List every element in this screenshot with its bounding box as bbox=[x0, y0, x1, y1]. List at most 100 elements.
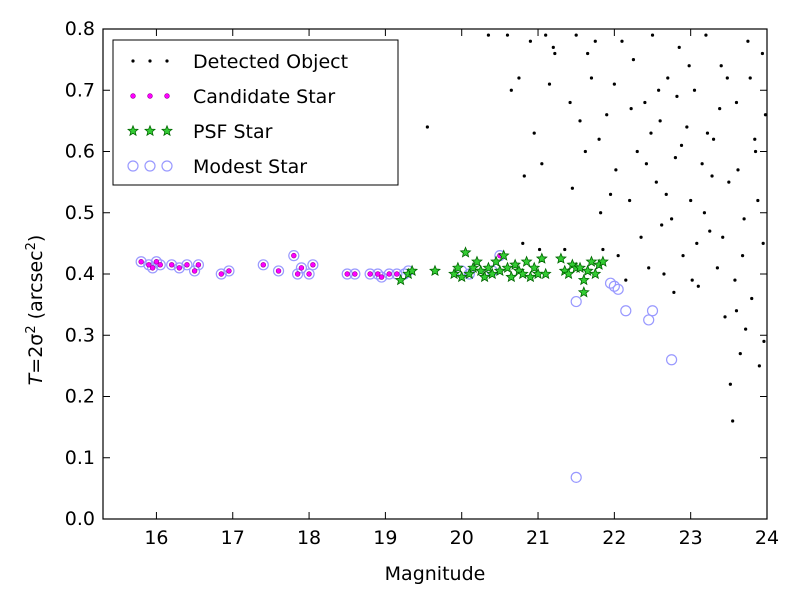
candidate-star-point bbox=[226, 268, 232, 274]
detected-object-point bbox=[605, 113, 609, 117]
candidate-star-point bbox=[275, 268, 282, 274]
detected-object-point bbox=[553, 51, 557, 56]
y-tick-label: 0.1 bbox=[65, 447, 95, 469]
y-axis-label-unit: (arcsec bbox=[25, 250, 47, 325]
y-axis-label: T=2σ2 (arcsec2) bbox=[24, 235, 48, 386]
psf-star-point bbox=[482, 261, 495, 273]
modest-star-point bbox=[188, 265, 201, 277]
detected-object-point bbox=[616, 254, 620, 258]
modest-star-point bbox=[143, 259, 155, 271]
detected-object-point bbox=[643, 100, 647, 105]
detected-object-point bbox=[727, 180, 731, 184]
legend-entry-detected-object: Detected Object bbox=[131, 51, 348, 73]
detected-object-point bbox=[744, 327, 748, 331]
detected-object-point bbox=[673, 156, 678, 160]
series-psf-star bbox=[394, 246, 609, 298]
detected-object-point bbox=[728, 382, 732, 386]
modest-star-point bbox=[665, 354, 678, 366]
psf-star-point bbox=[585, 255, 598, 267]
psf-star-point bbox=[577, 286, 590, 298]
detected-object-point bbox=[705, 131, 710, 135]
detected-object-point bbox=[708, 229, 712, 233]
detected-object-point bbox=[608, 192, 613, 196]
detected-object-point bbox=[662, 272, 666, 276]
candidate-star-point bbox=[157, 262, 163, 268]
legend-marker-candidate-star bbox=[130, 93, 136, 99]
y-tick-label: 0.6 bbox=[65, 141, 95, 163]
legend-label-psf-star: PSF Star bbox=[193, 121, 273, 143]
modest-star-point bbox=[570, 295, 582, 308]
candidate-star-point bbox=[294, 271, 301, 277]
detected-object-point bbox=[738, 352, 742, 356]
detected-object-point bbox=[597, 137, 601, 141]
psf-star-point bbox=[455, 270, 468, 283]
psf-star-point bbox=[493, 264, 506, 277]
psf-star-point bbox=[459, 246, 472, 258]
psf-star-point bbox=[509, 258, 522, 270]
candidate-star-point bbox=[176, 265, 183, 271]
detected-object-point bbox=[710, 174, 714, 178]
modest-star-point bbox=[181, 259, 193, 271]
x-tick-label: 20 bbox=[450, 527, 474, 549]
modest-star-point bbox=[608, 280, 620, 292]
detected-object-point bbox=[711, 137, 716, 141]
psf-star-point bbox=[505, 270, 518, 283]
detected-object-point bbox=[654, 180, 658, 184]
detected-object-point bbox=[629, 107, 633, 111]
detected-object-point bbox=[742, 217, 746, 221]
detected-object-point bbox=[756, 198, 760, 203]
legend: Detected Object Candidate Star PSF Star Mod… bbox=[112, 39, 399, 186]
legend-marker-psf-star bbox=[161, 124, 173, 137]
modest-star-point bbox=[272, 265, 285, 277]
modest-star-point bbox=[288, 250, 300, 262]
y-axis-label-symbol: T bbox=[25, 372, 47, 385]
detected-object-point bbox=[664, 192, 668, 196]
y-tick-label: 0.4 bbox=[65, 263, 95, 285]
detected-object-point bbox=[647, 266, 651, 270]
detected-object-point bbox=[660, 223, 664, 227]
modest-star-point bbox=[192, 259, 205, 271]
detected-object-point bbox=[509, 88, 513, 92]
psf-star-point bbox=[574, 261, 586, 273]
detected-object-point bbox=[547, 82, 552, 86]
x-tick-label: 24 bbox=[755, 527, 779, 549]
detected-object-point bbox=[704, 33, 708, 37]
psf-star-point bbox=[589, 267, 602, 280]
modest-star-point bbox=[223, 265, 235, 277]
legend-marker-psf-star bbox=[144, 124, 156, 137]
candidate-star-point bbox=[306, 271, 312, 277]
detected-object-point bbox=[657, 88, 661, 92]
detected-object-point bbox=[761, 241, 765, 245]
legend-marker-detected-object bbox=[131, 59, 135, 63]
x-tick-labels: 16 17 18 19 20 21 22 23 24 bbox=[144, 527, 779, 549]
detected-object-point bbox=[521, 241, 525, 245]
modest-star-point bbox=[215, 268, 227, 280]
x-tick-label: 16 bbox=[144, 527, 168, 549]
psf-star-point bbox=[406, 264, 419, 277]
detected-object-point bbox=[528, 39, 533, 43]
candidate-star-point bbox=[344, 271, 350, 277]
y-tick-labels: 0.0 0.1 0.2 0.3 0.4 0.5 0.6 0.7 0.8 bbox=[65, 18, 95, 530]
detected-object-point bbox=[731, 419, 735, 423]
y-tick-label: 0.2 bbox=[65, 386, 95, 408]
detected-object-point bbox=[719, 64, 723, 68]
psf-star-point bbox=[451, 261, 464, 273]
y-tick-label: 0.8 bbox=[65, 18, 95, 40]
legend-label-candidate-star: Candidate Star bbox=[193, 86, 335, 108]
detected-object-point bbox=[551, 45, 555, 49]
modest-star-point bbox=[154, 259, 166, 271]
detected-object-point bbox=[650, 33, 655, 37]
modest-star-point bbox=[643, 314, 655, 326]
detected-object-point bbox=[677, 45, 681, 49]
detected-object-point bbox=[695, 241, 699, 245]
psf-star-point bbox=[596, 255, 609, 267]
psf-star-point bbox=[497, 249, 510, 261]
modest-star-point bbox=[257, 259, 269, 271]
candidate-star-point bbox=[367, 271, 373, 277]
y-axis-label-unit-exp: 2 bbox=[24, 242, 39, 250]
candidate-star-point bbox=[386, 271, 392, 277]
detected-object-point bbox=[687, 64, 691, 68]
psf-star-point bbox=[463, 267, 476, 280]
legend-marker-detected-object bbox=[165, 59, 169, 63]
psf-star-point bbox=[478, 270, 491, 283]
